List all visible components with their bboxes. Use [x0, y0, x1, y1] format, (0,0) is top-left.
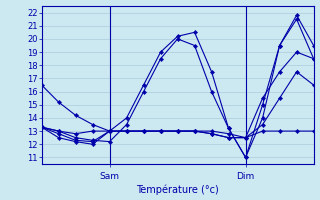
X-axis label: Température (°c): Température (°c)	[136, 185, 219, 195]
